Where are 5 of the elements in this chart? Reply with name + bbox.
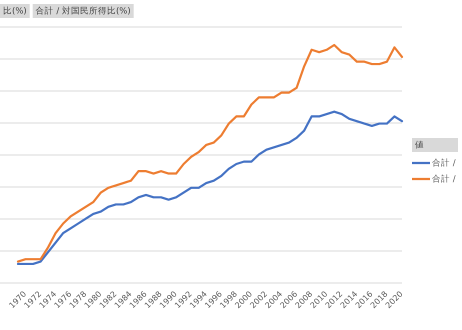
legend-label: 合計 / (432, 173, 456, 184)
text: 比(%) (3, 5, 27, 16)
legend-title: 値 (415, 139, 424, 150)
legend-label: 合計 / (432, 157, 456, 168)
text: 合計 / 対国民所得比(%) (36, 5, 131, 16)
